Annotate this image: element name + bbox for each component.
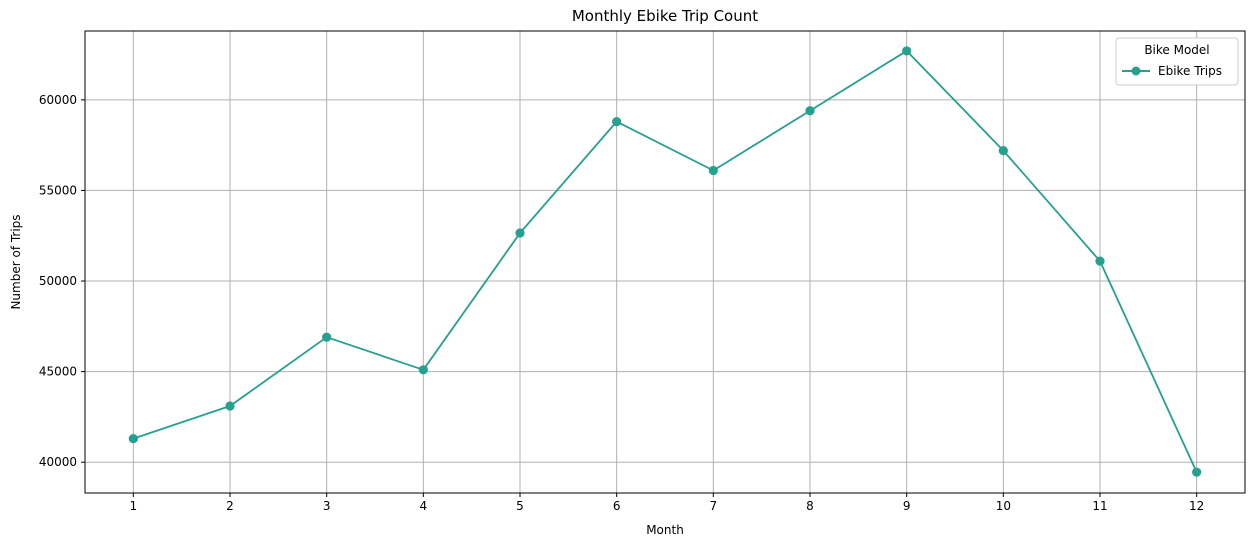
y-tick-label: 50000: [39, 274, 77, 288]
data-point: [1095, 256, 1105, 266]
x-axis-label: Month: [646, 523, 684, 537]
legend: Bike Model Ebike Trips: [1115, 37, 1239, 86]
data-point: [708, 165, 718, 176]
x-tick-label: 12: [1189, 499, 1204, 513]
legend-series-label: Ebike Trips: [1158, 64, 1222, 78]
data-point: [128, 434, 138, 444]
data-layer: [128, 46, 1202, 477]
y-axis-label: Number of Trips: [9, 214, 23, 309]
x-tick-label: 5: [516, 499, 524, 513]
data-point: [612, 116, 622, 127]
x-tick-label: 4: [420, 499, 428, 513]
chart-title: Monthly Ebike Trip Count: [572, 7, 758, 25]
plot-border: [84, 30, 1246, 494]
data-point: [322, 332, 332, 342]
data-point: [902, 46, 912, 56]
legend-box: [1115, 37, 1239, 86]
x-tick-label: 11: [1092, 499, 1107, 513]
data-point: [1192, 467, 1202, 477]
x-tick-label: 6: [613, 499, 621, 513]
data-point: [515, 228, 525, 238]
x-tick-label: 10: [996, 499, 1011, 513]
data-point: [805, 106, 815, 116]
legend-marker: [1131, 66, 1141, 76]
y-tick-label: 45000: [39, 365, 77, 379]
x-tick-label: 3: [323, 499, 331, 513]
y-tick-label: 55000: [39, 183, 77, 197]
x-tick-label: 8: [806, 499, 814, 513]
x-tick-label: 9: [903, 499, 911, 513]
y-tick-label: 60000: [39, 93, 77, 107]
data-point: [998, 145, 1008, 156]
data-point: [225, 401, 235, 411]
series-line-ebike-trips: [132, 50, 1198, 474]
x-tick-label: 7: [710, 499, 718, 513]
y-tick-label: 40000: [39, 455, 77, 469]
x-tick-label: 1: [130, 499, 138, 513]
legend-title: Bike Model: [1144, 43, 1209, 57]
x-tick-label: 2: [226, 499, 234, 513]
data-point: [418, 365, 428, 375]
